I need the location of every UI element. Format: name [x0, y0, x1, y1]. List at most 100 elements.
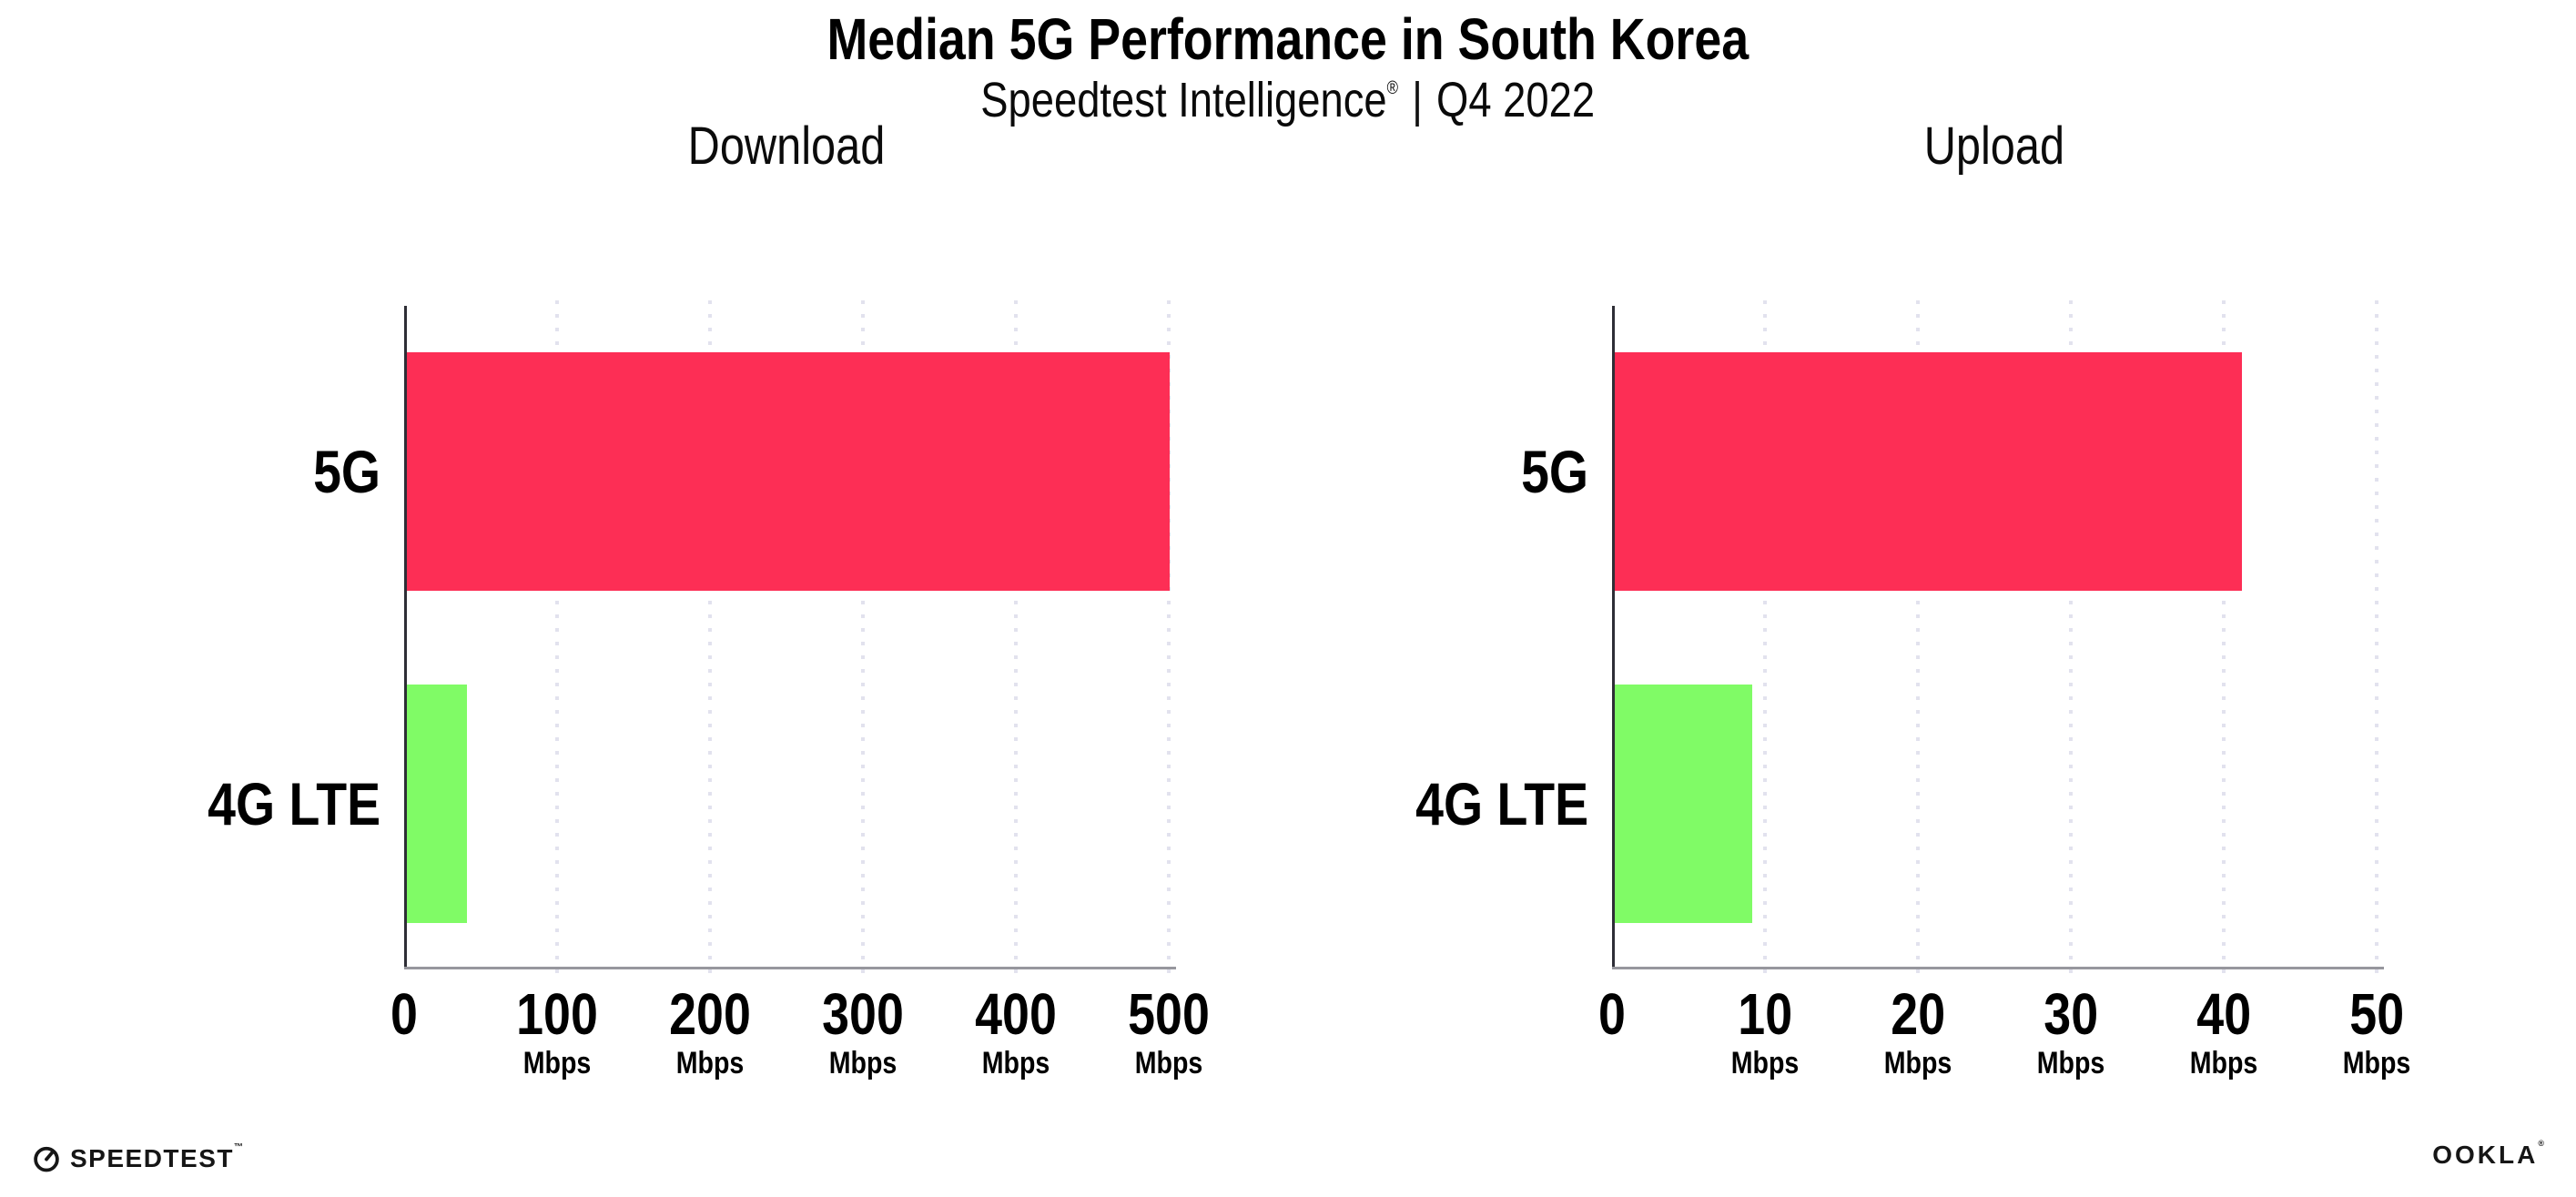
- gridline-500: [1167, 300, 1171, 980]
- ookla-wordmark-text: OOKLA: [2432, 1141, 2539, 1169]
- x-tick-value: 100: [509, 981, 606, 1047]
- x-tick-value-text: 10: [1738, 981, 1792, 1047]
- bar-4g-lte: [1615, 684, 1753, 923]
- x-tick-unit: Mbps: [2184, 1046, 2265, 1081]
- x-tick-value-text: 500: [1128, 981, 1210, 1047]
- x-tick-unit: Mbps: [662, 1046, 759, 1081]
- trademark-symbol-icon: ™: [233, 1142, 245, 1152]
- subtitle: Speedtest Intelligence® | Q4 2022: [0, 73, 2576, 128]
- gridline-300: [861, 300, 865, 980]
- gridline-400: [1014, 300, 1018, 980]
- page-title-text: Median 5G Performance in South Korea: [827, 6, 1749, 72]
- chart-title-text: Download: [687, 117, 886, 176]
- bar-5g: [407, 352, 1171, 592]
- x-tick-unit-text: Mbps: [2036, 1046, 2105, 1081]
- x-tick-unit-text: Mbps: [828, 1046, 898, 1081]
- y-axis: [1612, 306, 1615, 969]
- x-tick-unit-text: Mbps: [522, 1046, 592, 1081]
- gridline-200: [708, 300, 712, 980]
- category-label-5g: 5G: [300, 441, 380, 502]
- x-tick-unit: Mbps: [1121, 1046, 1218, 1081]
- x-tick-value-text: 300: [822, 981, 904, 1047]
- x-tick-10: 10 Mbps: [1725, 981, 1806, 1081]
- x-tick-unit: Mbps: [2031, 1046, 2112, 1081]
- category-label-text: 4G LTE: [1415, 769, 1588, 837]
- x-tick-unit-text: Mbps: [2342, 1046, 2411, 1081]
- gridline-50: [2375, 300, 2378, 980]
- x-tick-value-text: 20: [1891, 981, 1945, 1047]
- ookla-registered-mark-icon: ®: [2538, 1139, 2547, 1148]
- x-tick-value: 40: [2184, 981, 2265, 1047]
- x-tick-value-text: 0: [1598, 981, 1626, 1047]
- x-tick-value: 20: [1878, 981, 1959, 1047]
- x-tick-unit: Mbps: [1878, 1046, 1959, 1081]
- y-axis: [404, 306, 407, 969]
- gridline-20: [1916, 300, 1920, 980]
- subtitle-period: Q4 2022: [1436, 73, 1596, 128]
- x-tick-200: 200 Mbps: [662, 981, 759, 1081]
- x-tick-unit-text: Mbps: [2189, 1046, 2258, 1081]
- x-tick-value-text: 400: [975, 981, 1057, 1047]
- download-chart: 5G 4G LTE 0 100 Mbps 200 Mbps 300 Mbps 400 Mbps 500…: [208, 120, 1210, 1081]
- x-tick-value-text: 100: [516, 981, 598, 1047]
- x-tick-value: 50: [2337, 981, 2418, 1047]
- x-tick-value: 0: [388, 981, 421, 1047]
- x-tick-unit: Mbps: [968, 1046, 1065, 1081]
- x-tick-value: 30: [2031, 981, 2112, 1047]
- speedtest-wordmark: SPEEDTEST™: [70, 1142, 245, 1173]
- category-label-text: 5G: [1521, 438, 1588, 506]
- x-tick-20: 20 Mbps: [1878, 981, 1959, 1081]
- x-tick-unit-text: Mbps: [1883, 1046, 1952, 1081]
- x-tick-unit-text: Mbps: [1730, 1046, 1800, 1081]
- gridline-100: [555, 300, 559, 980]
- x-tick-value: 500: [1121, 981, 1218, 1047]
- x-tick-unit-text: Mbps: [1134, 1046, 1203, 1081]
- x-tick-value-text: 40: [2196, 981, 2251, 1047]
- x-tick-400: 400 Mbps: [968, 981, 1065, 1081]
- chart-title: Download: [404, 120, 1169, 173]
- chart-title: Upload: [1612, 120, 2377, 173]
- category-label-text: 5G: [313, 438, 380, 506]
- header: Median 5G Performance in South Korea Spe…: [0, 6, 2576, 128]
- x-tick-value-text: 0: [390, 981, 418, 1047]
- x-tick-unit: Mbps: [1725, 1046, 1806, 1081]
- bar-4g-lte: [407, 684, 467, 923]
- category-label-4g-lte: 4G LTE: [175, 774, 380, 834]
- x-tick-100: 100 Mbps: [509, 981, 606, 1081]
- x-tick-value: 200: [662, 981, 759, 1047]
- gridline-30: [2069, 300, 2073, 980]
- gridline-10: [1763, 300, 1767, 980]
- x-tick-30: 30 Mbps: [2031, 981, 2112, 1081]
- category-label-text: 4G LTE: [208, 769, 380, 837]
- speedtest-gauge-icon: [33, 1145, 60, 1172]
- x-tick-unit: Mbps: [509, 1046, 606, 1081]
- x-tick-unit-text: Mbps: [675, 1046, 745, 1081]
- subtitle-brand: Speedtest Intelligence: [980, 73, 1387, 128]
- bar-5g: [1615, 352, 2242, 592]
- x-axis: [1612, 967, 2384, 969]
- x-tick-500: 500 Mbps: [1121, 981, 1218, 1081]
- x-tick-unit-text: Mbps: [981, 1046, 1050, 1081]
- gridline-40: [2222, 300, 2226, 980]
- x-tick-0: 0: [388, 981, 421, 1047]
- x-tick-value: 400: [968, 981, 1065, 1047]
- x-tick-unit: Mbps: [2337, 1046, 2418, 1081]
- x-tick-value-text: 50: [2349, 981, 2404, 1047]
- speedtest-wordmark-text: SPEEDTEST: [70, 1144, 234, 1172]
- subtitle-divider: |: [1412, 73, 1424, 128]
- x-tick-unit: Mbps: [815, 1046, 912, 1081]
- x-axis: [404, 967, 1176, 969]
- page-title: Median 5G Performance in South Korea: [0, 6, 2576, 72]
- x-tick-50: 50 Mbps: [2337, 981, 2418, 1081]
- x-tick-value: 10: [1725, 981, 1806, 1047]
- x-tick-0: 0: [1596, 981, 1628, 1047]
- chart-title-text: Upload: [1923, 117, 2065, 176]
- speedtest-logo: SPEEDTEST™: [33, 1142, 245, 1173]
- category-label-4g-lte: 4G LTE: [1383, 774, 1588, 834]
- subtitle-text: Speedtest Intelligence® | Q4 2022: [980, 73, 1596, 128]
- x-tick-value-text: 30: [2044, 981, 2098, 1047]
- x-tick-value-text: 200: [669, 981, 751, 1047]
- x-tick-40: 40 Mbps: [2184, 981, 2265, 1081]
- ookla-logo: OOKLA®: [2432, 1139, 2547, 1170]
- x-tick-value: 0: [1596, 981, 1628, 1047]
